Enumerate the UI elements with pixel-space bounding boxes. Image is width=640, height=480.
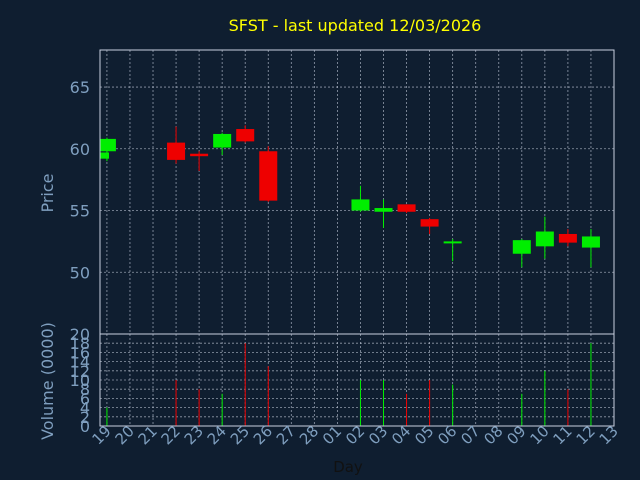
candle-body	[351, 199, 370, 211]
candle-body	[213, 133, 232, 148]
candle-body	[259, 151, 278, 201]
volume-tick-label: 6	[80, 389, 90, 408]
volume-tick-label: 8	[80, 380, 90, 399]
candle-body	[190, 153, 209, 157]
candle-body	[512, 240, 531, 254]
candles	[99, 125, 600, 268]
x-axis-label: Day	[333, 458, 363, 476]
candle-body	[420, 219, 439, 227]
volume-tick-label: 2	[80, 408, 90, 427]
volume-tick-label: 10	[70, 371, 90, 390]
volume-bars	[106, 343, 592, 426]
price-panel-frame	[99, 49, 615, 335]
price-tick-label: 55	[70, 202, 90, 221]
candle-body	[535, 231, 554, 247]
volume-tick-label: 16	[70, 343, 90, 362]
volume-tick-label: 0	[80, 417, 90, 436]
candle-body	[443, 241, 462, 244]
volume-tick-label: 4	[80, 399, 90, 418]
price-tick-label: 50	[70, 263, 90, 282]
price-axis-label: Price	[38, 173, 57, 212]
price-tick-label: 65	[70, 78, 90, 97]
grid	[100, 50, 614, 426]
candle-body	[374, 208, 393, 212]
candle-body	[100, 138, 116, 152]
volume-axis-label: Volume (0000)	[38, 322, 57, 440]
volume-tick-label: 20	[70, 325, 90, 344]
volume-panel-frame	[99, 333, 615, 427]
candle-body	[100, 152, 109, 159]
candle-body	[397, 204, 416, 212]
candle-body	[581, 236, 600, 248]
chart-title: SFST - last updated 12/03/2026	[229, 16, 482, 35]
price-tick-label: 60	[70, 140, 90, 159]
candle-body	[558, 233, 577, 243]
volume-tick-label: 14	[70, 353, 90, 372]
volume-tick-label: 18	[70, 334, 90, 353]
volume-tick-label: 12	[70, 362, 90, 381]
axes: 5055606502468101214161820192021222324252…	[70, 49, 622, 448]
candle-body	[167, 142, 186, 160]
candle-body	[236, 129, 255, 142]
